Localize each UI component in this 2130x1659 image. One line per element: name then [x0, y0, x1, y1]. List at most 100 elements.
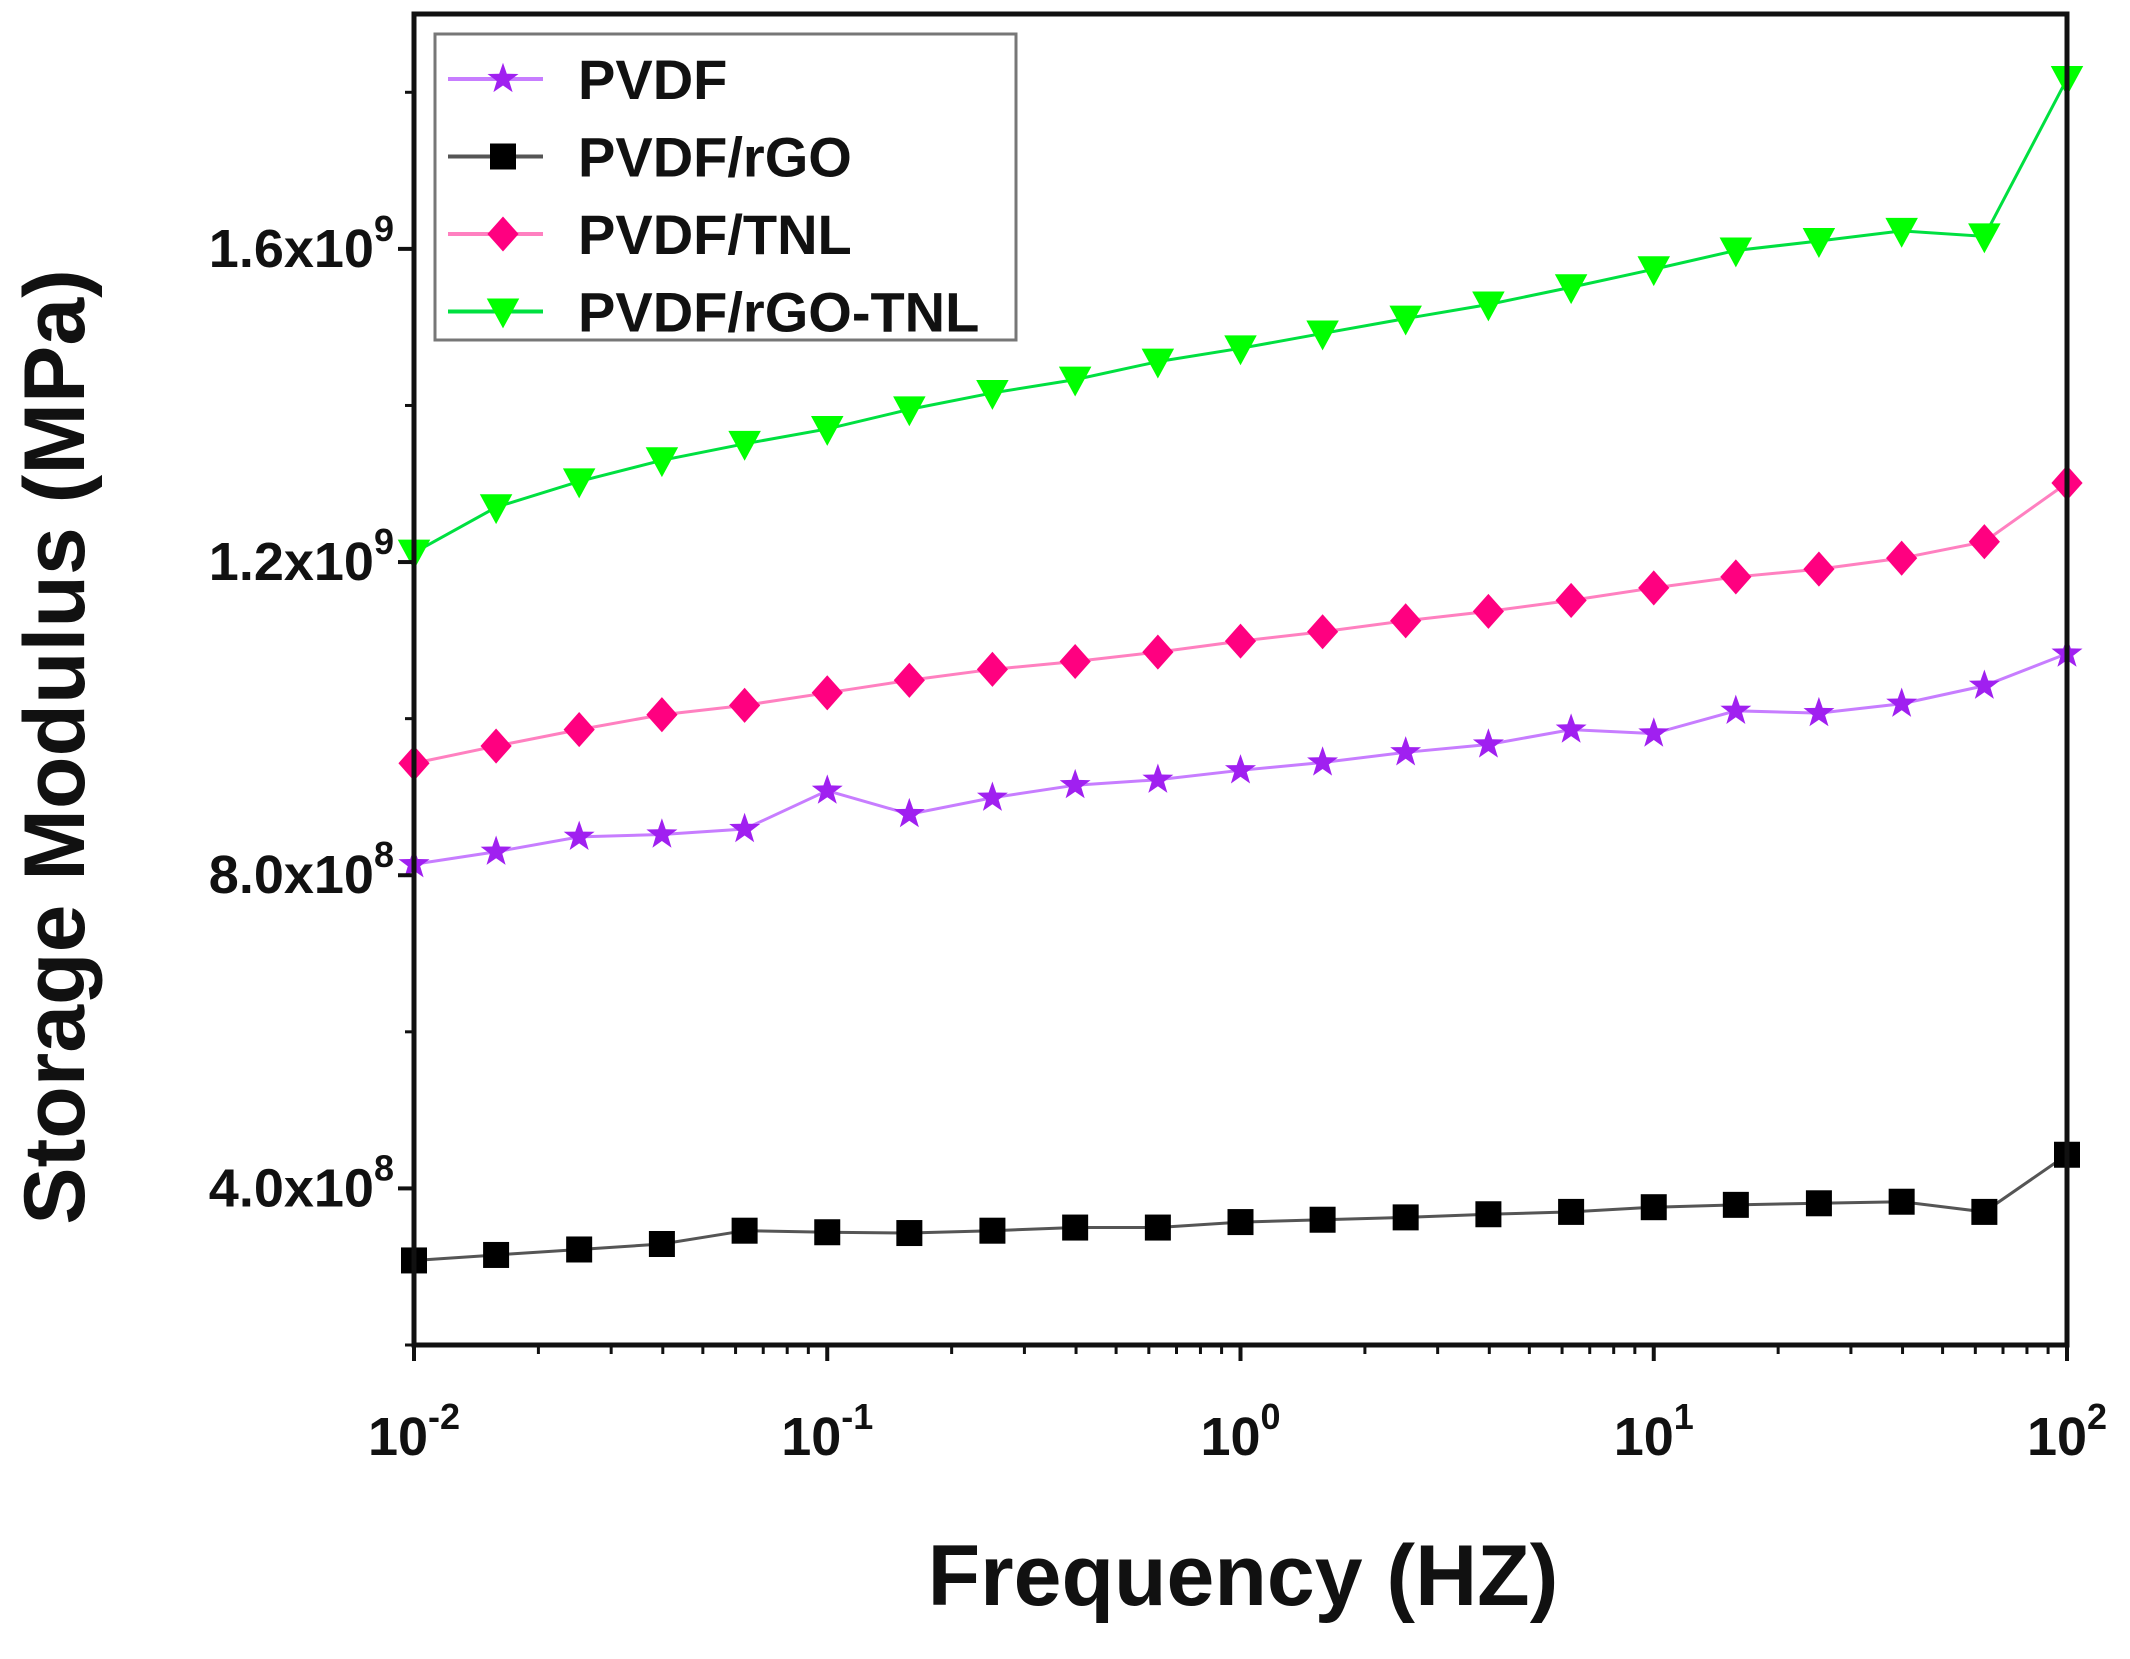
y-tick-label: 1.2x109: [209, 521, 394, 592]
x-tick-label: 100: [1200, 1396, 1280, 1467]
data-point: [480, 835, 512, 865]
series-pvdf-rgo-tnl: [397, 65, 2084, 570]
tick-mantissa: 1.2x10: [209, 532, 374, 592]
data-point: [1058, 366, 1092, 397]
data-point: [1968, 669, 2000, 699]
data-point: [1720, 559, 1752, 595]
data-point: [1141, 348, 1175, 379]
data-point: [1306, 614, 1339, 650]
series-pvdf: [398, 637, 2083, 878]
data-point: [1472, 593, 1505, 629]
data-point: [645, 447, 679, 478]
data-point: [1805, 1190, 1832, 1217]
tick-exponent: 2: [2087, 1396, 2107, 1437]
data-point: [1390, 603, 1422, 639]
data-point: [1722, 1191, 1749, 1218]
data-point: [1144, 1214, 1171, 1241]
data-point: [480, 728, 512, 764]
legend-marker: [487, 216, 519, 252]
data-point: [896, 1220, 923, 1247]
tick-base: 10: [1614, 1407, 1674, 1467]
tick-exponent: -1: [841, 1396, 873, 1437]
data-point: [976, 379, 1009, 410]
data-point: [646, 697, 678, 733]
data-point: [979, 1217, 1006, 1244]
data-point: [1224, 335, 1257, 366]
data-point: [1886, 687, 1918, 717]
data-point: [562, 468, 596, 499]
data-point: [811, 675, 843, 711]
plot-marks: [397, 65, 2084, 1274]
data-point: [1720, 694, 1752, 724]
data-point: [1638, 717, 1670, 747]
y-tick-label: 1.6x109: [209, 208, 394, 279]
data-point: [1637, 256, 1670, 287]
legend-marker: [486, 298, 520, 329]
data-point: [1885, 217, 1918, 248]
data-point: [1640, 1194, 1667, 1221]
data-point: [1803, 696, 1835, 727]
tick-base: 10: [368, 1407, 428, 1467]
data-point: [1971, 1198, 1998, 1225]
axes: 10-2 10-1 100 101 1024.0x1088.0x1081.2x1091.…: [209, 90, 2107, 1467]
data-point: [1555, 713, 1587, 743]
data-point: [729, 687, 761, 723]
data-point: [728, 430, 761, 461]
data-point: [1472, 291, 1505, 322]
data-point: [1227, 1209, 1254, 1236]
data-point: [563, 820, 595, 850]
tick-exponent: 8: [374, 1147, 394, 1188]
data-point: [1390, 736, 1422, 766]
x-axis-title: Frequency (HZ): [928, 1528, 1559, 1624]
data-point: [1309, 1206, 1336, 1233]
data-point: [1802, 228, 1836, 258]
tick-base: 10: [781, 1407, 841, 1467]
legend-marker: [490, 143, 516, 170]
tick-exponent: 1: [1674, 1396, 1694, 1437]
x-tick-label: 102: [2027, 1396, 2107, 1467]
data-point: [1059, 643, 1091, 680]
data-point: [1475, 1201, 1502, 1228]
data-point: [1059, 768, 1091, 799]
data-point: [893, 797, 925, 828]
data-point: [566, 1236, 593, 1263]
data-point: [1719, 237, 1753, 268]
data-point: [1142, 763, 1174, 793]
tick-exponent: 9: [374, 208, 394, 249]
data-point: [1307, 746, 1338, 776]
legend: PVDF PVDF/rGO PVDF/TNL PVDF/rGO-TNL: [433, 32, 1018, 344]
tick-exponent: 0: [1261, 1396, 1281, 1437]
data-point: [814, 1219, 841, 1246]
data-point: [893, 396, 926, 427]
tick-mantissa: 8.0x10: [209, 845, 374, 905]
data-point: [1142, 634, 1174, 670]
data-point: [1554, 274, 1588, 305]
legend-box: [433, 32, 1018, 342]
data-point: [1306, 320, 1339, 351]
data-point: [1555, 582, 1587, 618]
data-point: [483, 1241, 510, 1268]
data-point: [1558, 1198, 1585, 1225]
y-tick-label: 8.0x108: [209, 834, 394, 905]
data-point: [977, 781, 1008, 811]
data-point: [976, 651, 1009, 687]
data-point: [1968, 524, 2000, 560]
y-tick-label: 4.0x108: [209, 1147, 394, 1218]
data-point: [1638, 570, 1670, 606]
tick-exponent: 8: [374, 834, 394, 875]
data-point: [1968, 223, 2001, 254]
data-point: [1225, 754, 1256, 784]
x-tick-label: 10-1: [781, 1396, 873, 1467]
tick-exponent: 9: [374, 521, 394, 562]
data-point: [646, 818, 678, 848]
tick-mantissa: 4.0x10: [209, 1158, 374, 1218]
data-point: [648, 1231, 675, 1258]
x-tick-label: 101: [1614, 1396, 1694, 1467]
data-point: [1472, 728, 1504, 758]
series-pvdf-rgo: [401, 1141, 2080, 1274]
data-point: [1224, 623, 1257, 659]
data-point: [479, 494, 513, 525]
x-tick-label: 10-2: [368, 1396, 460, 1467]
data-point: [1886, 540, 1918, 576]
